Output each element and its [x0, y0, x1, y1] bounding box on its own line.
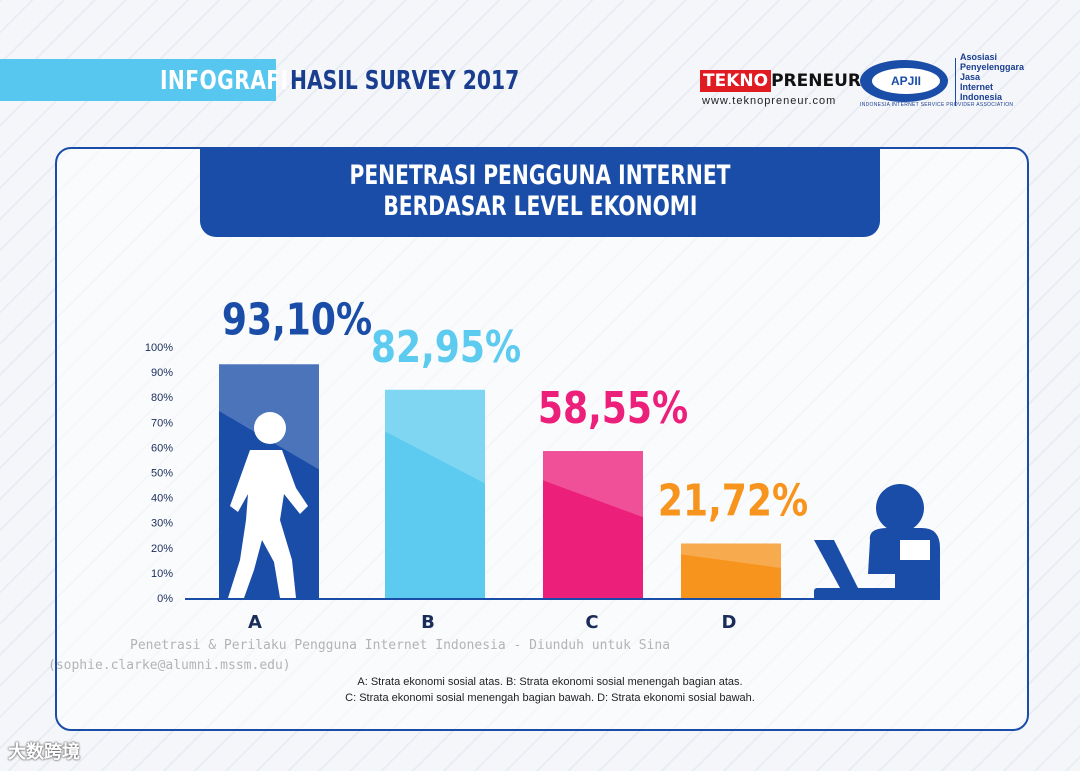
teknopreneur-logo-red: TEKNO [700, 70, 772, 92]
apjii-line-5: Indonesia [960, 92, 1003, 102]
bar [385, 389, 485, 598]
bar-value-label: 82,95% [371, 322, 521, 372]
y-axis: 0% 10% 20% 30% 40% 50% 60% 70% 80% 90% 100% [145, 342, 940, 605]
y-tick-label: 90% [151, 367, 173, 379]
bar-highlight [681, 543, 781, 569]
bar-highlight [543, 451, 643, 518]
apjii-name: APJII [872, 68, 940, 94]
footnote-line-1: A: Strata ekonomi sosial atas. B: Strata… [357, 676, 743, 688]
apjii-line-4: Internet [960, 82, 994, 92]
apjii-line-1: Asosiasi [960, 52, 998, 62]
y-tick-label: 10% [151, 568, 173, 580]
bar [681, 543, 781, 598]
y-tick-label: 30% [151, 518, 173, 530]
apjii-line-3: Jasa [960, 72, 981, 82]
apjii-full-name: Asosiasi Penyelenggara Jasa Internet Ind… [960, 52, 1030, 102]
bar [543, 451, 643, 598]
chart-title: PENETRASI PENGGUNA INTERNET BERDASAR LEV… [200, 160, 880, 222]
y-tick-label: 50% [151, 468, 173, 480]
chart-card [55, 147, 1029, 731]
chart-title-line-2: BERDASAR LEVEL EKONOMI [382, 191, 698, 222]
header-accent-bar [0, 59, 276, 101]
bar-value-label: 93,10% [222, 295, 372, 345]
apjii-subtitle: INDONESIA INTERNET SERVICE PROVIDER ASSO… [860, 102, 1014, 108]
header-infografis-label: INFOGRAFIS [160, 66, 304, 96]
y-tick-label: 70% [151, 417, 173, 429]
walking-person-icon [228, 412, 308, 598]
footnote-line-2: C: Strata ekonomi sosial menengah bagian… [345, 692, 755, 704]
figures [228, 412, 940, 600]
chart-title-line-1: PENETRASI PENGGUNA INTERNET [349, 160, 731, 191]
y-tick-label: 80% [151, 392, 173, 404]
corner-watermark-logo: 大数跨境 [8, 742, 80, 762]
x-category-label: A [248, 612, 262, 633]
y-tick-label: 60% [151, 442, 173, 454]
apjii-divider [955, 58, 956, 106]
laptop-user-icon [814, 484, 940, 600]
x-category-label: C [585, 612, 598, 633]
bar-value-label: 58,55% [538, 384, 688, 434]
bar-highlight [385, 389, 485, 484]
y-tick-label: 40% [151, 493, 173, 505]
apjii-oval: APJII [860, 60, 948, 102]
watermark-line-2: (sophie.clarke@alumni.mssm.edu) [48, 658, 291, 673]
apjii-line-2: Penyelenggara [960, 62, 1025, 72]
chart-title-banner [200, 147, 880, 237]
y-tick-label: 0% [157, 593, 173, 605]
x-category-label: D [722, 612, 737, 633]
teknopreneur-logo: TEKNO PRENEUR [700, 70, 861, 92]
header-title: HASIL SURVEY 2017 [290, 66, 520, 96]
x-category-label: B [421, 612, 435, 633]
teknopreneur-logo-black: PRENEUR [771, 71, 861, 91]
bars: 93,10% A 82,95% B 58,55% C 21,72% D [219, 295, 808, 633]
bar-value-label: 21,72% [658, 476, 808, 526]
y-tick-label: 100% [145, 342, 173, 354]
watermark-line-1: Penetrasi & Perilaku Pengguna Internet I… [130, 638, 671, 653]
y-tick-label: 20% [151, 543, 173, 555]
teknopreneur-url: www.teknopreneur.com [702, 95, 837, 107]
